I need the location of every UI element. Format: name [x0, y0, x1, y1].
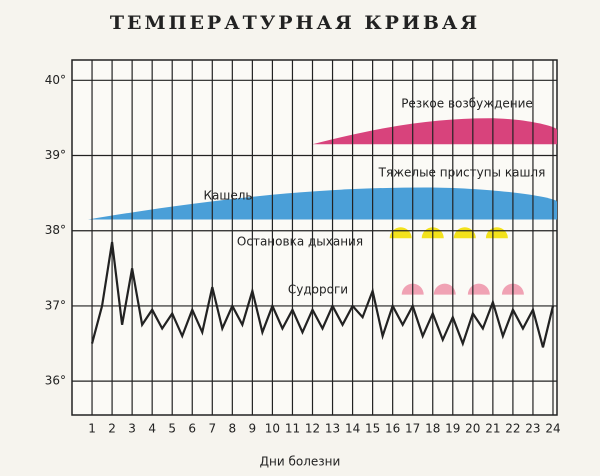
y-tick-label: 40° [45, 73, 66, 87]
x-tick-label: 3 [128, 422, 136, 436]
temperature-line [90, 241, 555, 348]
marker-label: Судороги [288, 283, 348, 297]
x-tick-label: 6 [188, 422, 196, 436]
symptom-marker [389, 227, 412, 239]
x-tick-label: 18 [425, 422, 440, 436]
x-tick-label: 5 [168, 422, 176, 436]
chart-title: ТЕМПЕРАТУРНАЯ КРИВАЯ [110, 12, 480, 34]
y-tick-label: 39° [45, 148, 66, 162]
y-tick-label: 37° [45, 298, 66, 312]
symptom-marker [485, 227, 508, 239]
x-tick-label: 8 [229, 422, 237, 436]
x-tick-label: 7 [208, 422, 216, 436]
x-tick-label: 24 [545, 422, 560, 436]
x-tick-label: 12 [305, 422, 320, 436]
annotation: Тяжелые приступы кашля [378, 166, 546, 180]
x-tick-label: 19 [445, 422, 460, 436]
x-tick-label: 15 [365, 422, 380, 436]
symptom-marker [433, 283, 456, 295]
x-tick-label: 2 [108, 422, 116, 436]
x-tick-label: 11 [285, 422, 300, 436]
symptom-marker [453, 227, 476, 239]
x-tick-label: 14 [345, 422, 360, 436]
x-tick-label: 4 [148, 422, 156, 436]
x-tick-label: 17 [405, 422, 420, 436]
x-tick-label: 16 [385, 422, 400, 436]
y-tick-label: 36° [45, 374, 66, 388]
x-tick-label: 22 [505, 422, 520, 436]
x-tick-label: 9 [249, 422, 257, 436]
x-tick-label: 10 [265, 422, 280, 436]
marker-label: Остановка дыхания [237, 235, 363, 249]
x-tick-label: 1 [88, 422, 96, 436]
y-tick-label: 38° [45, 223, 66, 237]
symptom-band [312, 118, 557, 145]
x-tick-label: 21 [485, 422, 500, 436]
band-label: Резкое возбуждение [401, 97, 533, 111]
band-label: Кашель [204, 189, 253, 203]
x-tick-label: 20 [465, 422, 480, 436]
symptom-band [88, 187, 558, 220]
x-axis-label: Дни болезни [260, 455, 341, 469]
x-tick-label: 13 [325, 422, 340, 436]
x-tick-label: 23 [525, 422, 540, 436]
